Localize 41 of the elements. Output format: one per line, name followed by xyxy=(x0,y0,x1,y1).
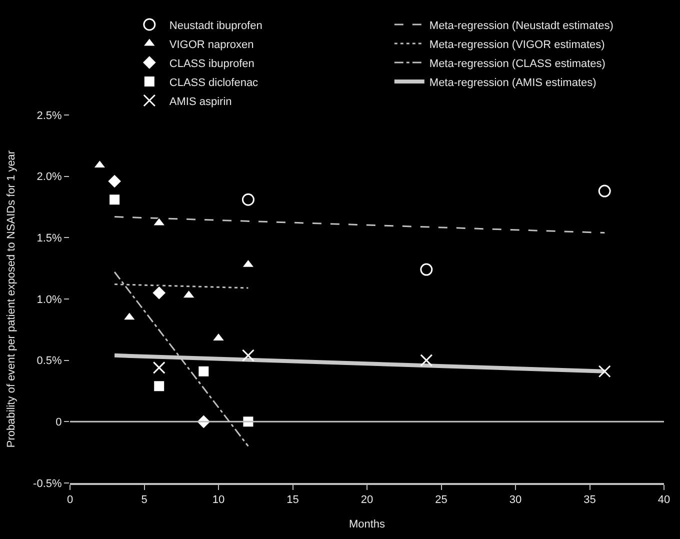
x-tick-label: 35 xyxy=(584,494,596,506)
y-tick-label: -0.5% xyxy=(33,478,62,490)
x-tick-label: 40 xyxy=(658,494,670,506)
x-tick-label: 10 xyxy=(212,494,225,506)
x-tick-label: 20 xyxy=(360,494,374,506)
legend-label: CLASS ibuprofen xyxy=(169,58,254,70)
legend-label: CLASS diclofenac xyxy=(169,76,259,89)
point xyxy=(152,361,166,374)
legend-label: Neustadt ibuprofen xyxy=(169,20,262,32)
y-tick-label: 0 xyxy=(56,416,62,429)
x-tick-label: 30 xyxy=(509,494,522,506)
point xyxy=(420,263,433,276)
point xyxy=(242,349,254,362)
point xyxy=(598,184,611,198)
point xyxy=(420,354,433,367)
x-tick-label: 0 xyxy=(66,494,74,506)
x-axis-title: Months xyxy=(348,518,386,531)
legend-label: Meta-regression (CLASS estimates) xyxy=(429,58,606,70)
x-tick-label: 25 xyxy=(435,494,448,506)
y-tick-label: 1.0% xyxy=(36,294,62,306)
point xyxy=(242,193,254,206)
point xyxy=(151,285,167,301)
legend-label: Meta-regression (VIGOR estimates) xyxy=(429,38,605,51)
y-tick-label: 1.5% xyxy=(36,232,62,245)
point xyxy=(198,365,210,378)
x-tick-label: 15 xyxy=(286,494,299,506)
point xyxy=(152,216,166,226)
point xyxy=(153,380,166,392)
x-tick-label: 5 xyxy=(141,494,148,506)
point xyxy=(122,311,136,321)
legend-label: Meta-regression (AMIS estimates) xyxy=(429,76,596,89)
y-tick-label: 2.5% xyxy=(36,110,62,122)
y-tick-label: 0.5% xyxy=(36,355,62,368)
y-axis-title: Probability of event per patient exposed to NSAIDs for 1 year xyxy=(6,150,18,448)
legend-label: AMIS aspirin xyxy=(169,96,232,108)
point xyxy=(106,174,122,189)
y-tick-label: 2.0% xyxy=(36,171,62,184)
legend-label: VIGOR naproxen xyxy=(169,38,254,51)
point xyxy=(598,365,611,378)
point xyxy=(108,194,121,206)
legend-label: Meta-regression (Neustadt estimates) xyxy=(429,20,614,32)
